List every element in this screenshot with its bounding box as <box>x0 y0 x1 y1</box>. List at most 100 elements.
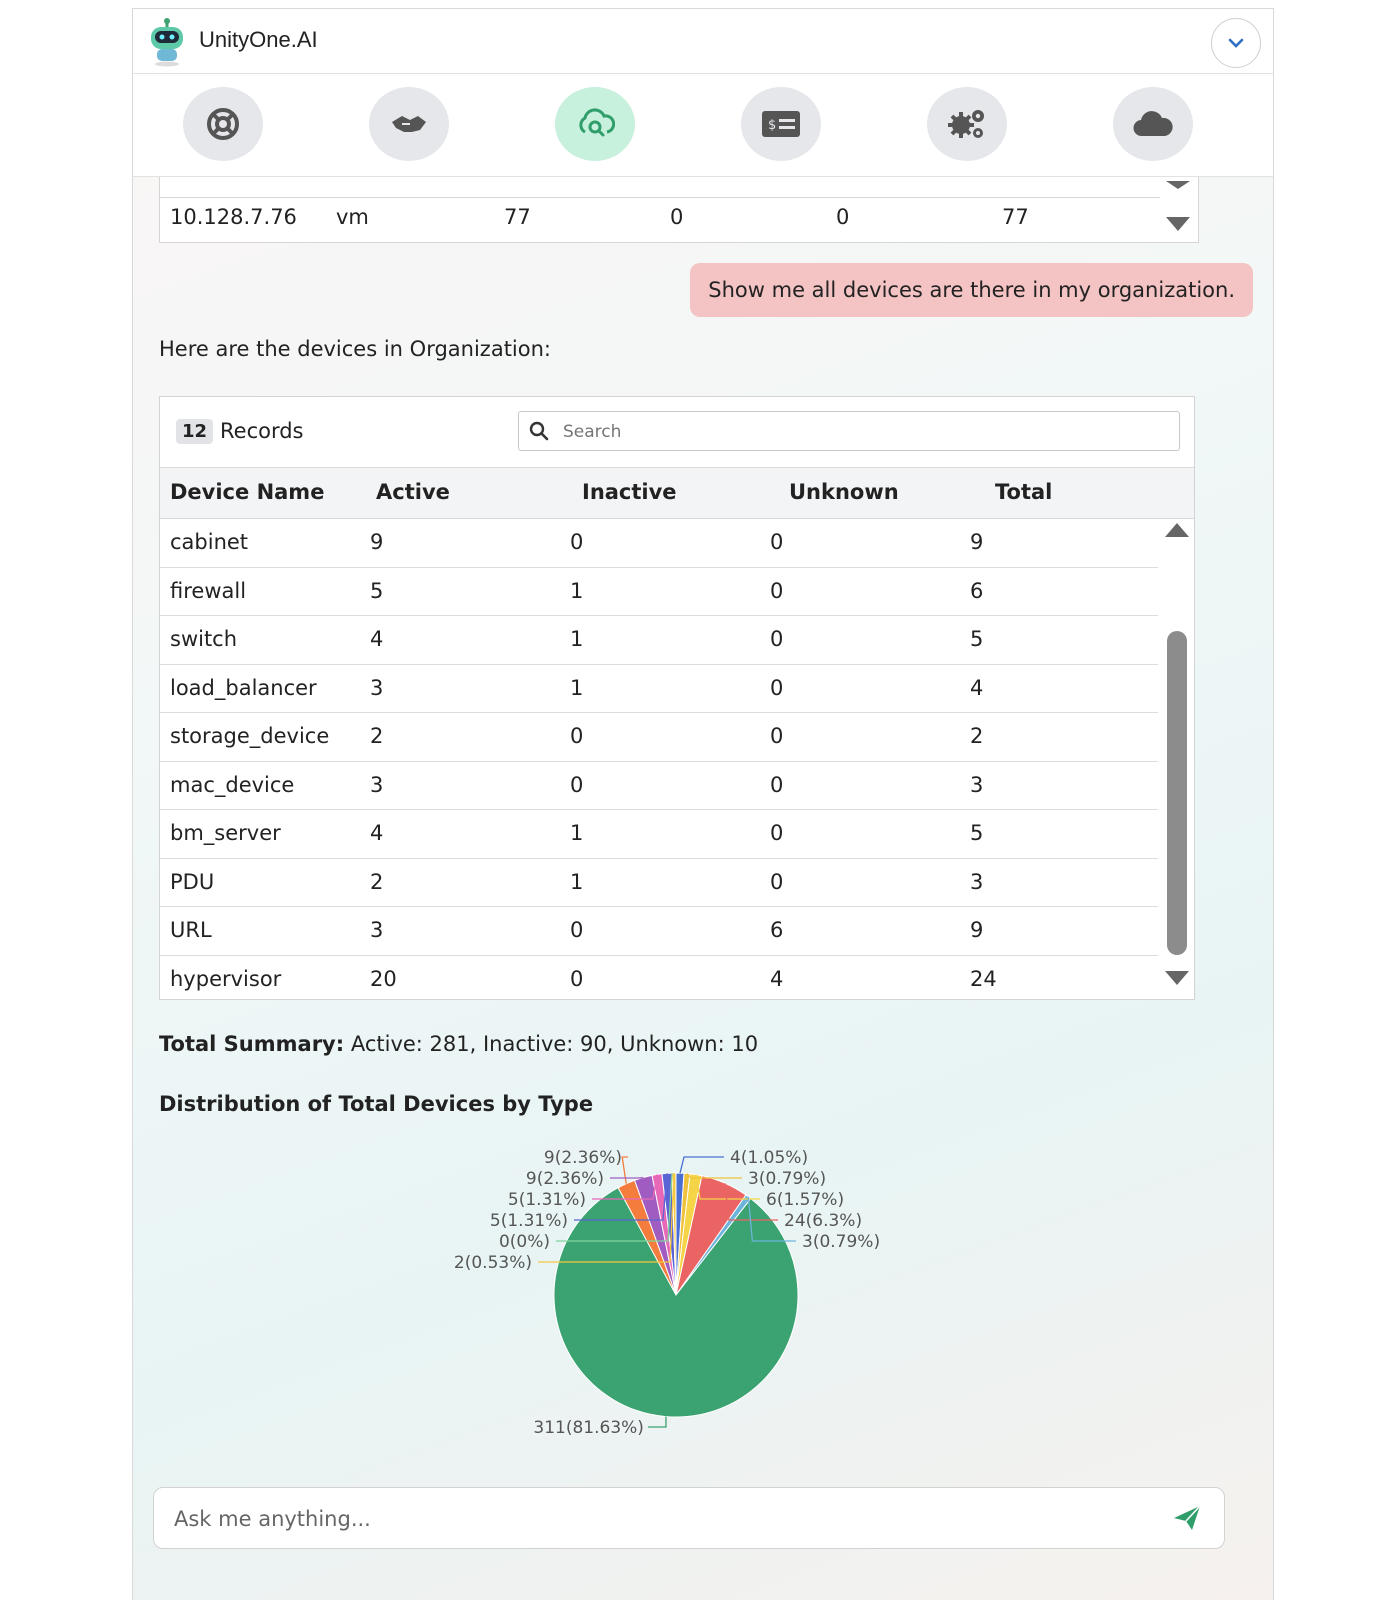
pie-slice-label: 0(0%) <box>499 1232 550 1252</box>
chevron-down-icon <box>1228 38 1244 48</box>
table-search[interactable] <box>518 411 1180 451</box>
table-cell: 5 <box>370 578 384 603</box>
pie-slice-label: 5(1.31%) <box>508 1190 586 1210</box>
table-cell: 5 <box>970 627 984 651</box>
table-cell: 1 <box>570 869 584 894</box>
pie-slice-label: 4(1.05%) <box>730 1148 808 1168</box>
billing-button[interactable]: $ <box>741 87 821 161</box>
summary-label: Total Summary: <box>159 1032 345 1056</box>
collapse-button[interactable] <box>1211 18 1261 68</box>
table-row[interactable]: load_balancer 3 1 0 4 <box>160 665 1158 713</box>
scroll-down-icon[interactable] <box>1166 181 1190 189</box>
table-cell: 0 <box>570 724 584 748</box>
scroll-up-icon[interactable] <box>1165 523 1189 537</box>
bot-message: Here are the devices in Organization: <box>159 337 551 361</box>
table-row[interactable]: storage_device 2 0 0 2 <box>160 713 1158 762</box>
column-header-total[interactable]: Total <box>995 480 1053 504</box>
pie-slice-label: 3(0.79%) <box>748 1169 826 1189</box>
summary-text: Active: 281, Inactive: 90, Unknown: 10 <box>350 1032 759 1056</box>
table-row[interactable]: switch 4 1 0 5 <box>160 616 1158 665</box>
chart-title: Distribution of Total Devices by Type <box>159 1092 594 1116</box>
scroll-down-icon[interactable] <box>1165 971 1189 985</box>
table-cell: 3 <box>370 918 384 942</box>
user-message: Show me all devices are there in my orga… <box>690 263 1253 317</box>
pie-slice-label: 9(2.36%) <box>544 1148 622 1168</box>
cell: 77 <box>504 205 531 229</box>
pie-slice-label: 5(1.31%) <box>490 1211 568 1231</box>
table-cell: 4 <box>970 675 984 700</box>
table-scrollbar[interactable] <box>1160 519 1194 999</box>
billing-card-icon: $ <box>762 111 800 137</box>
table-cell: 0 <box>570 772 584 797</box>
chat-input[interactable] <box>172 1502 1136 1536</box>
label-leader-line <box>556 1173 673 1242</box>
table-cell: 1 <box>570 675 584 700</box>
header: UnityOne.AI <box>133 9 1273 74</box>
support-button[interactable] <box>183 87 263 161</box>
cell: 77 <box>1002 205 1029 229</box>
table-cell: 9 <box>370 530 384 554</box>
table-cell: load_balancer <box>170 675 317 700</box>
pie-slice[interactable] <box>553 1186 799 1418</box>
chat-panel: UnityOne.AI <box>132 8 1274 1600</box>
devices-table: 12 Records Device Name Active Inactive U… <box>159 396 1195 1000</box>
pie-slice-label: 24(6.3%) <box>784 1211 862 1231</box>
table-cell: bm_server <box>170 821 281 845</box>
label-leader-line <box>621 1156 628 1184</box>
table-cell: 3 <box>370 675 384 700</box>
column-header-unknown[interactable]: Unknown <box>789 480 899 504</box>
table-row[interactable]: cabinet 9 0 0 9 <box>160 519 1158 568</box>
table-cell: firewall <box>170 578 247 603</box>
table-row: 10.128.7.76 vm 77 0 0 77 <box>160 205 1160 237</box>
scroll-down-icon[interactable] <box>1166 217 1190 231</box>
table-cell: 2 <box>970 724 984 748</box>
icon-toolbar: $ <box>133 74 1273 177</box>
table-cell: 3 <box>370 772 384 797</box>
table-cell: 0 <box>770 724 784 748</box>
cell: 0 <box>836 205 850 229</box>
table-cell: 9 <box>970 918 984 942</box>
settings-button[interactable] <box>927 87 1007 161</box>
table-row[interactable]: PDU 2 1 0 3 <box>160 859 1158 907</box>
column-header-active[interactable]: Active <box>376 480 450 504</box>
table-cell: 3 <box>970 869 984 894</box>
table-cell: 5 <box>970 821 984 845</box>
table-cell: 0 <box>570 966 584 991</box>
label-leader-line <box>574 1173 668 1221</box>
table-row[interactable]: bm_server 4 1 0 5 <box>160 810 1158 859</box>
table-cell: 4 <box>370 627 384 651</box>
send-icon[interactable] <box>1172 1504 1202 1532</box>
table-cell: 0 <box>770 627 784 651</box>
table-cell: switch <box>170 627 238 651</box>
table-cell: 20 <box>370 966 397 991</box>
table-cell: storage_device <box>170 724 330 748</box>
table-cell: 24 <box>970 966 997 991</box>
table-cell: 4 <box>370 821 384 845</box>
table-cell: hypervisor <box>170 966 282 991</box>
app-title: UnityOne.AI <box>199 27 318 52</box>
table-cell: 0 <box>770 869 784 894</box>
table-cell: 4 <box>770 966 784 991</box>
total-summary: Total Summary: Active: 281, Inactive: 90… <box>159 1032 758 1056</box>
cloud-button[interactable] <box>1113 87 1193 161</box>
cloud-search-button[interactable] <box>555 87 635 161</box>
label-leader-line <box>592 1174 658 1200</box>
table-row[interactable]: firewall 5 1 0 6 <box>160 568 1158 616</box>
chat-input-box[interactable] <box>153 1487 1225 1549</box>
search-input[interactable] <box>561 417 1165 447</box>
table-cell: 0 <box>770 530 784 554</box>
cell: 10.128.7.76 <box>170 205 297 229</box>
pie-slice-label: 6(1.57%) <box>766 1190 844 1210</box>
column-header-device-name[interactable]: Device Name <box>170 480 325 504</box>
handshake-icon <box>392 116 426 132</box>
column-header-inactive[interactable]: Inactive <box>582 480 677 504</box>
partners-button[interactable] <box>369 87 449 161</box>
label-leader-line <box>686 1173 742 1179</box>
table-cell: mac_device <box>170 772 295 797</box>
scrollbar-thumb[interactable] <box>1167 631 1187 955</box>
table-row[interactable]: URL 3 0 6 9 <box>160 907 1158 956</box>
table-row[interactable]: mac_device 3 0 0 3 <box>160 762 1158 810</box>
table-cell: 0 <box>770 675 784 700</box>
table-row[interactable]: hypervisor 20 0 4 24 <box>160 956 1158 1005</box>
lifebuoy-icon <box>207 108 239 140</box>
